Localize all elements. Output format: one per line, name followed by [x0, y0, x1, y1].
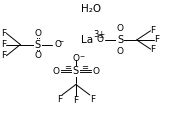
Text: −: − [79, 53, 85, 58]
Text: S: S [73, 66, 79, 76]
Text: F: F [151, 26, 156, 35]
Text: O: O [72, 54, 79, 63]
Text: F: F [154, 36, 159, 44]
Text: S: S [35, 40, 41, 50]
Text: O: O [117, 24, 124, 33]
Text: O: O [117, 47, 124, 56]
Text: H₂O: H₂O [81, 4, 102, 14]
Text: 3+: 3+ [94, 31, 106, 39]
Text: O: O [54, 40, 61, 49]
Text: −: − [98, 34, 104, 39]
Text: S: S [117, 35, 123, 45]
Text: −: − [59, 39, 64, 44]
Text: O: O [92, 67, 99, 76]
Text: F: F [1, 51, 6, 60]
Text: F: F [90, 95, 95, 104]
Text: F: F [151, 45, 156, 54]
Text: =: = [81, 64, 88, 73]
Text: F: F [1, 29, 6, 38]
Text: O: O [34, 51, 41, 60]
Text: O: O [97, 36, 104, 44]
Text: F: F [1, 40, 6, 49]
Text: La: La [81, 35, 93, 45]
Text: F: F [57, 95, 62, 104]
Text: O: O [52, 67, 60, 76]
Text: =: = [64, 64, 71, 73]
Text: F: F [73, 96, 78, 105]
Text: O: O [34, 29, 41, 38]
